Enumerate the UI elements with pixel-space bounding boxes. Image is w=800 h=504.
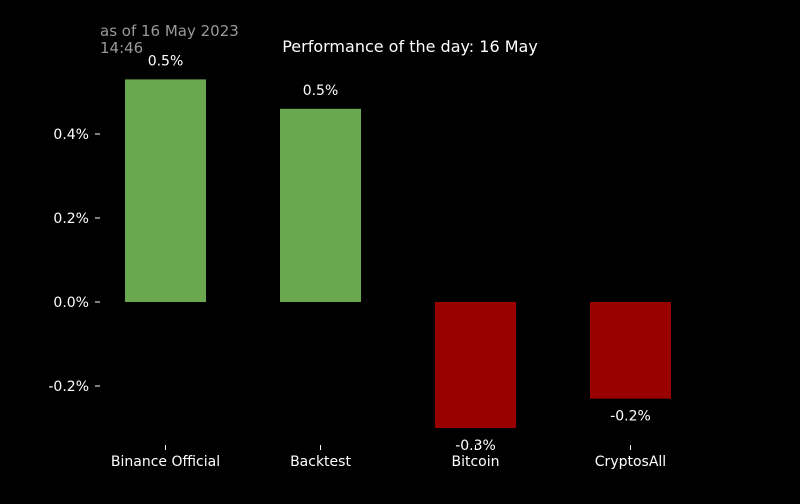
- bar: [590, 302, 671, 399]
- bar-series: 0.5%0.5%-0.3%-0.2%: [125, 53, 671, 454]
- y-axis: -0.2% 0.0% 0.2% 0.4%: [48, 127, 100, 395]
- timestamp-line-1: as of 16 May 2023: [100, 22, 239, 40]
- bar: [435, 302, 516, 428]
- timestamp-line-2: 14:46: [100, 39, 143, 57]
- bar: [125, 79, 206, 303]
- data-label: -0.2%: [610, 409, 651, 425]
- y-tick-label: 0.2%: [53, 211, 89, 227]
- x-tick-label: Bitcoin: [451, 454, 499, 470]
- data-label: 0.5%: [148, 53, 184, 69]
- y-tick-label: 0.4%: [53, 127, 89, 143]
- y-tick-label: -0.2%: [48, 379, 89, 395]
- x-axis: Binance Official Backtest Bitcoin CryptosAl…: [111, 445, 666, 470]
- y-tick-label: 0.0%: [53, 295, 89, 311]
- bar: [280, 108, 361, 302]
- x-tick-label: Backtest: [290, 454, 351, 470]
- data-label: 0.5%: [303, 83, 339, 99]
- chart-title: Performance of the day: 16 May: [282, 37, 538, 56]
- x-tick-label: Binance Official: [111, 454, 220, 470]
- x-tick-label: CryptosAll: [595, 454, 666, 470]
